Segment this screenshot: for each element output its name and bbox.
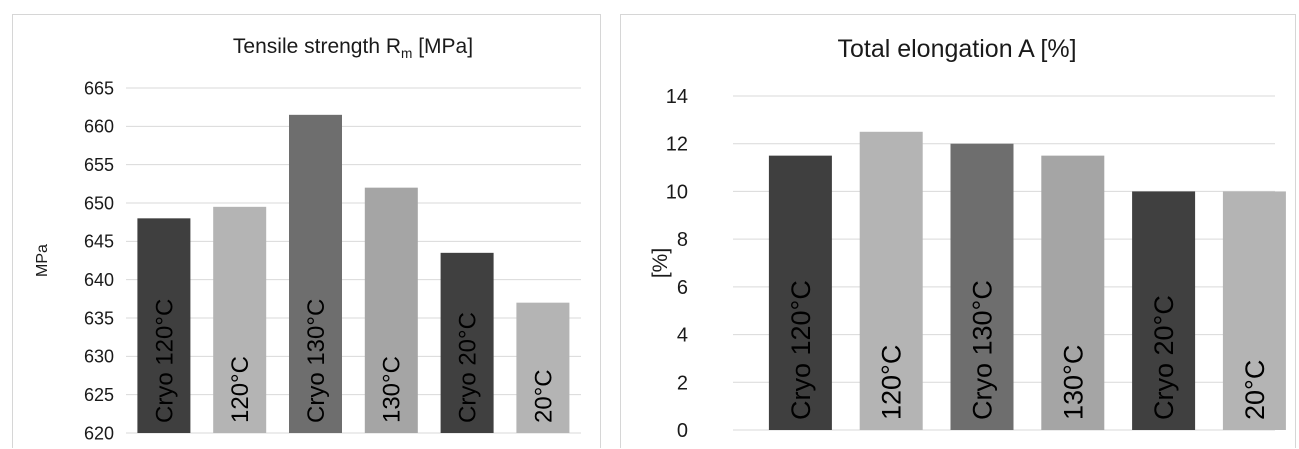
- y-tick-label: 655: [84, 155, 114, 175]
- total-elongation-chart: Total elongation A [%] 0 2 4 6 8 10 12 14 [%] Cryo…: [649, 35, 1286, 442]
- y-axis-label: MPa: [34, 244, 51, 277]
- bar-cryo-120-c: [137, 218, 191, 433]
- y-axis-label: [%]: [649, 248, 672, 278]
- y-tick-label: 650: [84, 193, 114, 213]
- bar-category-label: Cryo 130°C: [967, 280, 997, 420]
- y-tick-label: 645: [84, 232, 114, 252]
- y-tick-label: 2: [677, 372, 688, 394]
- chart-title: Tensile strength Rm [MPa]: [233, 35, 473, 61]
- bar-category-label: Cryo 20°C: [1149, 295, 1179, 420]
- chart-title: Total elongation A [%]: [837, 35, 1076, 63]
- y-tick-label: 620: [84, 423, 114, 443]
- y-tick-label: 10: [666, 181, 688, 203]
- bar-category-label: Cryo 120°C: [786, 280, 816, 420]
- y-tick-label: 630: [84, 347, 114, 367]
- bar-category-label: Cryo 120°C: [151, 299, 178, 423]
- bar-cryo-20-c: [1132, 191, 1196, 430]
- bar-130-c: [1041, 155, 1105, 430]
- bar-category-label: 130°C: [1058, 345, 1088, 420]
- y-tick-label: 625: [84, 385, 114, 405]
- total-elongation-chart-panel: Total elongation A [%] 0 2 4 6 8 10 12 14 [%] Cryo…: [620, 14, 1296, 448]
- y-tick-label: 660: [84, 117, 114, 137]
- bar-130-c: [364, 187, 418, 433]
- bar-120-c: [213, 206, 267, 433]
- bar-category-label: 120°C: [227, 356, 254, 423]
- bar-cryo-120-c: [768, 155, 832, 430]
- bar-20-c: [516, 302, 570, 433]
- y-tick-label: 4: [677, 325, 688, 347]
- bar-cryo-130-c: [289, 114, 342, 433]
- y-tick-label: 14: [666, 86, 688, 108]
- y-tick-label: 12: [666, 134, 688, 156]
- bar-category-label: 20°C: [530, 369, 557, 423]
- bar-120-c: [859, 131, 923, 430]
- y-tick-label: 6: [677, 277, 688, 299]
- bar-category-label: Cryo 20°C: [455, 312, 482, 423]
- y-tick-label: 665: [84, 78, 114, 98]
- bar-category-label: Cryo 130°C: [303, 299, 330, 423]
- bar-cryo-130-c: [950, 143, 1014, 430]
- y-tick-label: 640: [84, 270, 114, 290]
- bar-category-label: 120°C: [877, 345, 907, 420]
- tensile-strength-chart: Tensile strength Rm [MPa] 620 625 630 635 640…: [34, 35, 581, 443]
- bar-category-label: 20°C: [1240, 360, 1270, 420]
- y-tick-label: 635: [84, 308, 114, 328]
- tensile-strength-chart-panel: Tensile strength Rm [MPa] 620 625 630 635 640…: [12, 14, 601, 448]
- bar-category-label: 130°C: [379, 356, 406, 423]
- y-tick-label: 0: [677, 420, 688, 442]
- y-tick-label: 8: [677, 229, 688, 251]
- bar-cryo-20-c: [440, 252, 494, 433]
- bar-20-c: [1222, 191, 1286, 430]
